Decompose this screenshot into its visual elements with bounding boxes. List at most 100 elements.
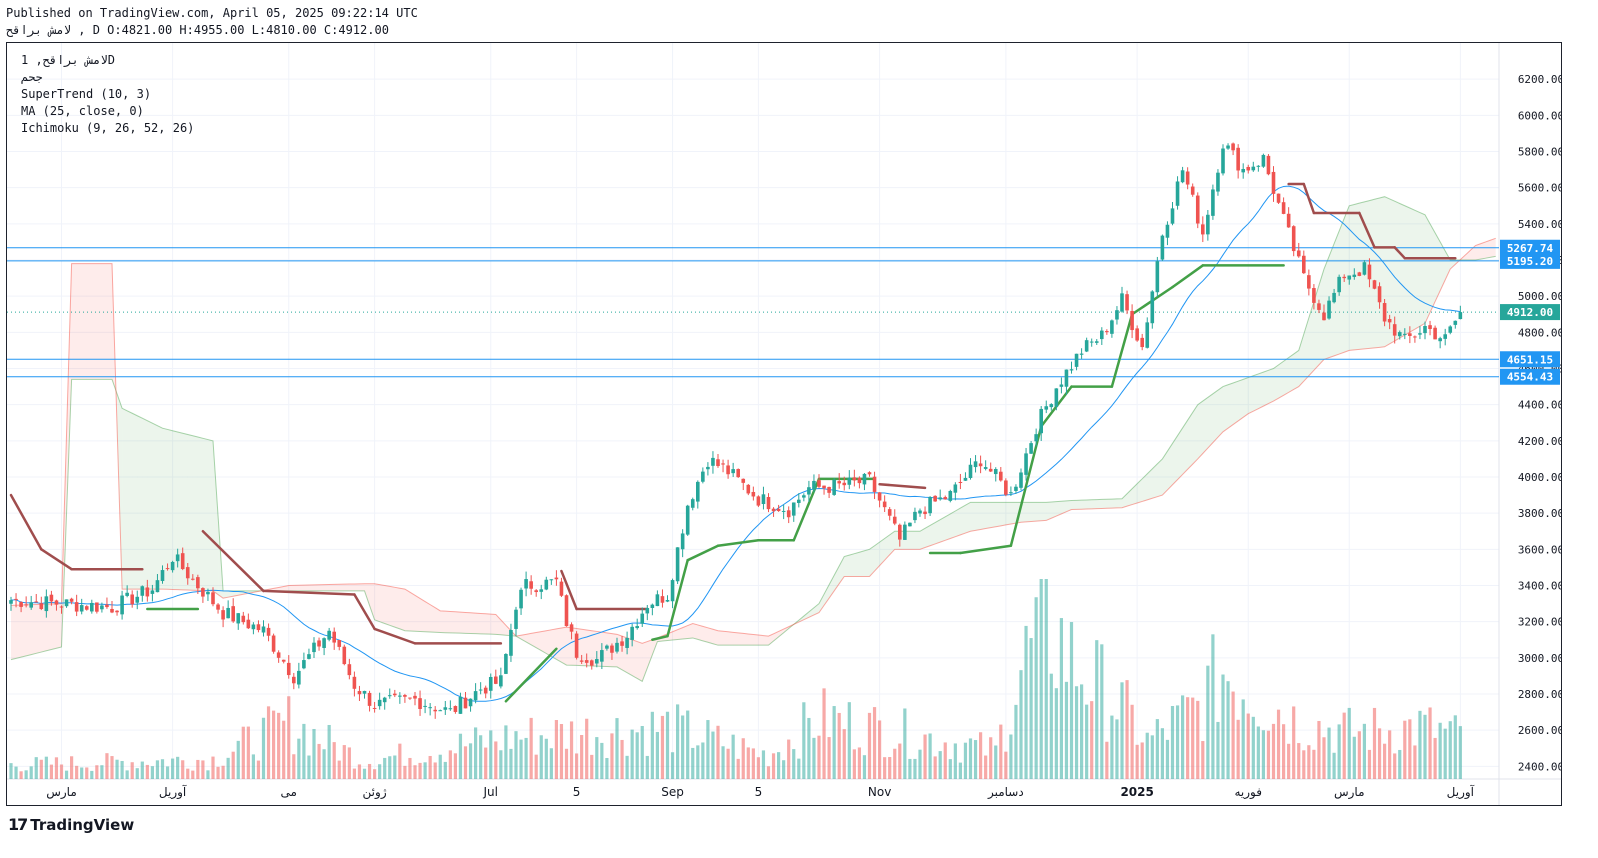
volume-bar xyxy=(706,720,710,779)
candle-body xyxy=(595,659,599,664)
cloud-segment xyxy=(995,502,1001,527)
chart-frame[interactable]: 2400.00 2600.00 2800.00 3000.00 3200.00 3400.… xyxy=(6,42,1562,806)
cloud-segment xyxy=(233,590,239,597)
volume-bar xyxy=(670,752,675,779)
cloud-segment xyxy=(1026,502,1032,522)
cloud-segment xyxy=(162,428,168,590)
cloud-segment xyxy=(758,635,764,646)
candle-body xyxy=(29,602,33,608)
time-tick-label: 2025 xyxy=(1120,785,1153,799)
volume-bar xyxy=(1044,579,1048,779)
candle xyxy=(988,462,993,473)
cloud-segment xyxy=(778,629,784,637)
candle-body xyxy=(1170,208,1175,224)
price-chart[interactable]: 2400.00 2600.00 2800.00 3000.00 3200.00 3400.… xyxy=(7,43,1561,805)
cloud-segment xyxy=(874,542,880,572)
candle xyxy=(1261,153,1266,168)
candle xyxy=(898,523,902,547)
candle-body xyxy=(302,660,306,669)
volume-bar xyxy=(1241,699,1245,779)
cloud-segment xyxy=(1425,214,1431,324)
volume-bar xyxy=(766,766,771,779)
volume-bar xyxy=(1216,721,1220,779)
candle-body xyxy=(721,463,725,465)
candle xyxy=(206,588,210,601)
cloud-segment xyxy=(682,625,688,639)
volume-bar xyxy=(771,753,776,779)
candle-body xyxy=(1054,388,1059,407)
legend-supertrend[interactable]: SuperTrend (10, 3) xyxy=(21,87,152,101)
candle xyxy=(872,471,877,500)
volume-bar xyxy=(317,743,321,779)
candle xyxy=(1382,298,1387,327)
legend-ma[interactable]: MA (25, close, 0) xyxy=(21,104,144,118)
candle xyxy=(645,604,650,621)
cloud-segment xyxy=(1318,269,1324,365)
volume-bar xyxy=(989,737,993,779)
candle xyxy=(943,495,948,500)
volume-bar xyxy=(201,760,205,779)
volume-bar xyxy=(357,764,362,779)
volume-bar xyxy=(878,720,882,779)
cloud-segment xyxy=(303,585,309,591)
candle xyxy=(1241,163,1245,179)
price-tag-label: 4912.00 xyxy=(1507,306,1553,319)
cloud-segment xyxy=(783,626,789,633)
volume-bar xyxy=(216,766,220,779)
volume-bar xyxy=(1024,625,1028,779)
cloud-segment xyxy=(1041,502,1047,521)
candle xyxy=(766,493,771,513)
price-axis: 2400.00 2600.00 2800.00 3000.00 3200.00 3400.… xyxy=(1500,73,1561,773)
volume-bar xyxy=(1453,715,1457,779)
candle xyxy=(170,560,175,573)
volume-bar xyxy=(610,733,614,779)
cloud-segment xyxy=(1268,368,1274,404)
candle-body xyxy=(1392,324,1397,336)
volume-bar xyxy=(90,770,94,779)
candle-body xyxy=(1115,310,1119,320)
cloud-segment xyxy=(475,613,481,634)
cloud-segment xyxy=(1137,478,1143,503)
candle-body xyxy=(1236,147,1240,171)
volume-bar xyxy=(302,723,306,779)
candle-body xyxy=(297,670,301,685)
volume-bar xyxy=(1292,706,1296,779)
cloud-segment xyxy=(1116,498,1122,508)
candle xyxy=(1302,250,1306,275)
candle xyxy=(1307,269,1311,296)
cloud-segment xyxy=(945,513,951,541)
candle xyxy=(741,478,746,491)
candle-body xyxy=(1256,165,1261,167)
candle-body xyxy=(892,516,897,524)
candle-body xyxy=(509,630,513,656)
candle xyxy=(1054,388,1059,411)
candle xyxy=(382,696,387,710)
cloud-segment xyxy=(889,531,895,555)
volume-bar xyxy=(711,731,715,779)
volume-bar xyxy=(266,706,271,779)
volume-bar xyxy=(1256,726,1260,779)
candle-body xyxy=(276,652,281,658)
candle xyxy=(241,611,246,625)
candle-body xyxy=(241,615,246,623)
time-tick-label: فوریه xyxy=(1234,785,1262,800)
volume-bar xyxy=(509,748,513,779)
candle-body xyxy=(827,486,831,493)
volume-bar xyxy=(782,760,786,779)
candle-body xyxy=(635,626,639,629)
cloud-segment xyxy=(465,612,471,634)
price-tag xyxy=(1500,304,1560,321)
candle xyxy=(1423,321,1427,340)
candle xyxy=(918,508,922,517)
legend-ichimoku[interactable]: Ichimoku (9, 26, 52, 26) xyxy=(21,121,195,135)
candle xyxy=(1352,268,1357,280)
volume-bar xyxy=(590,754,594,779)
candle xyxy=(968,458,973,480)
volume-bar xyxy=(1458,726,1462,779)
tradingview-logo[interactable]: 17 TradingView xyxy=(8,815,134,834)
cloud-segment xyxy=(1349,204,1355,351)
volume-bar xyxy=(1145,732,1149,779)
volume-bar xyxy=(1165,739,1170,779)
candle-body xyxy=(877,492,882,501)
candle xyxy=(963,472,968,481)
